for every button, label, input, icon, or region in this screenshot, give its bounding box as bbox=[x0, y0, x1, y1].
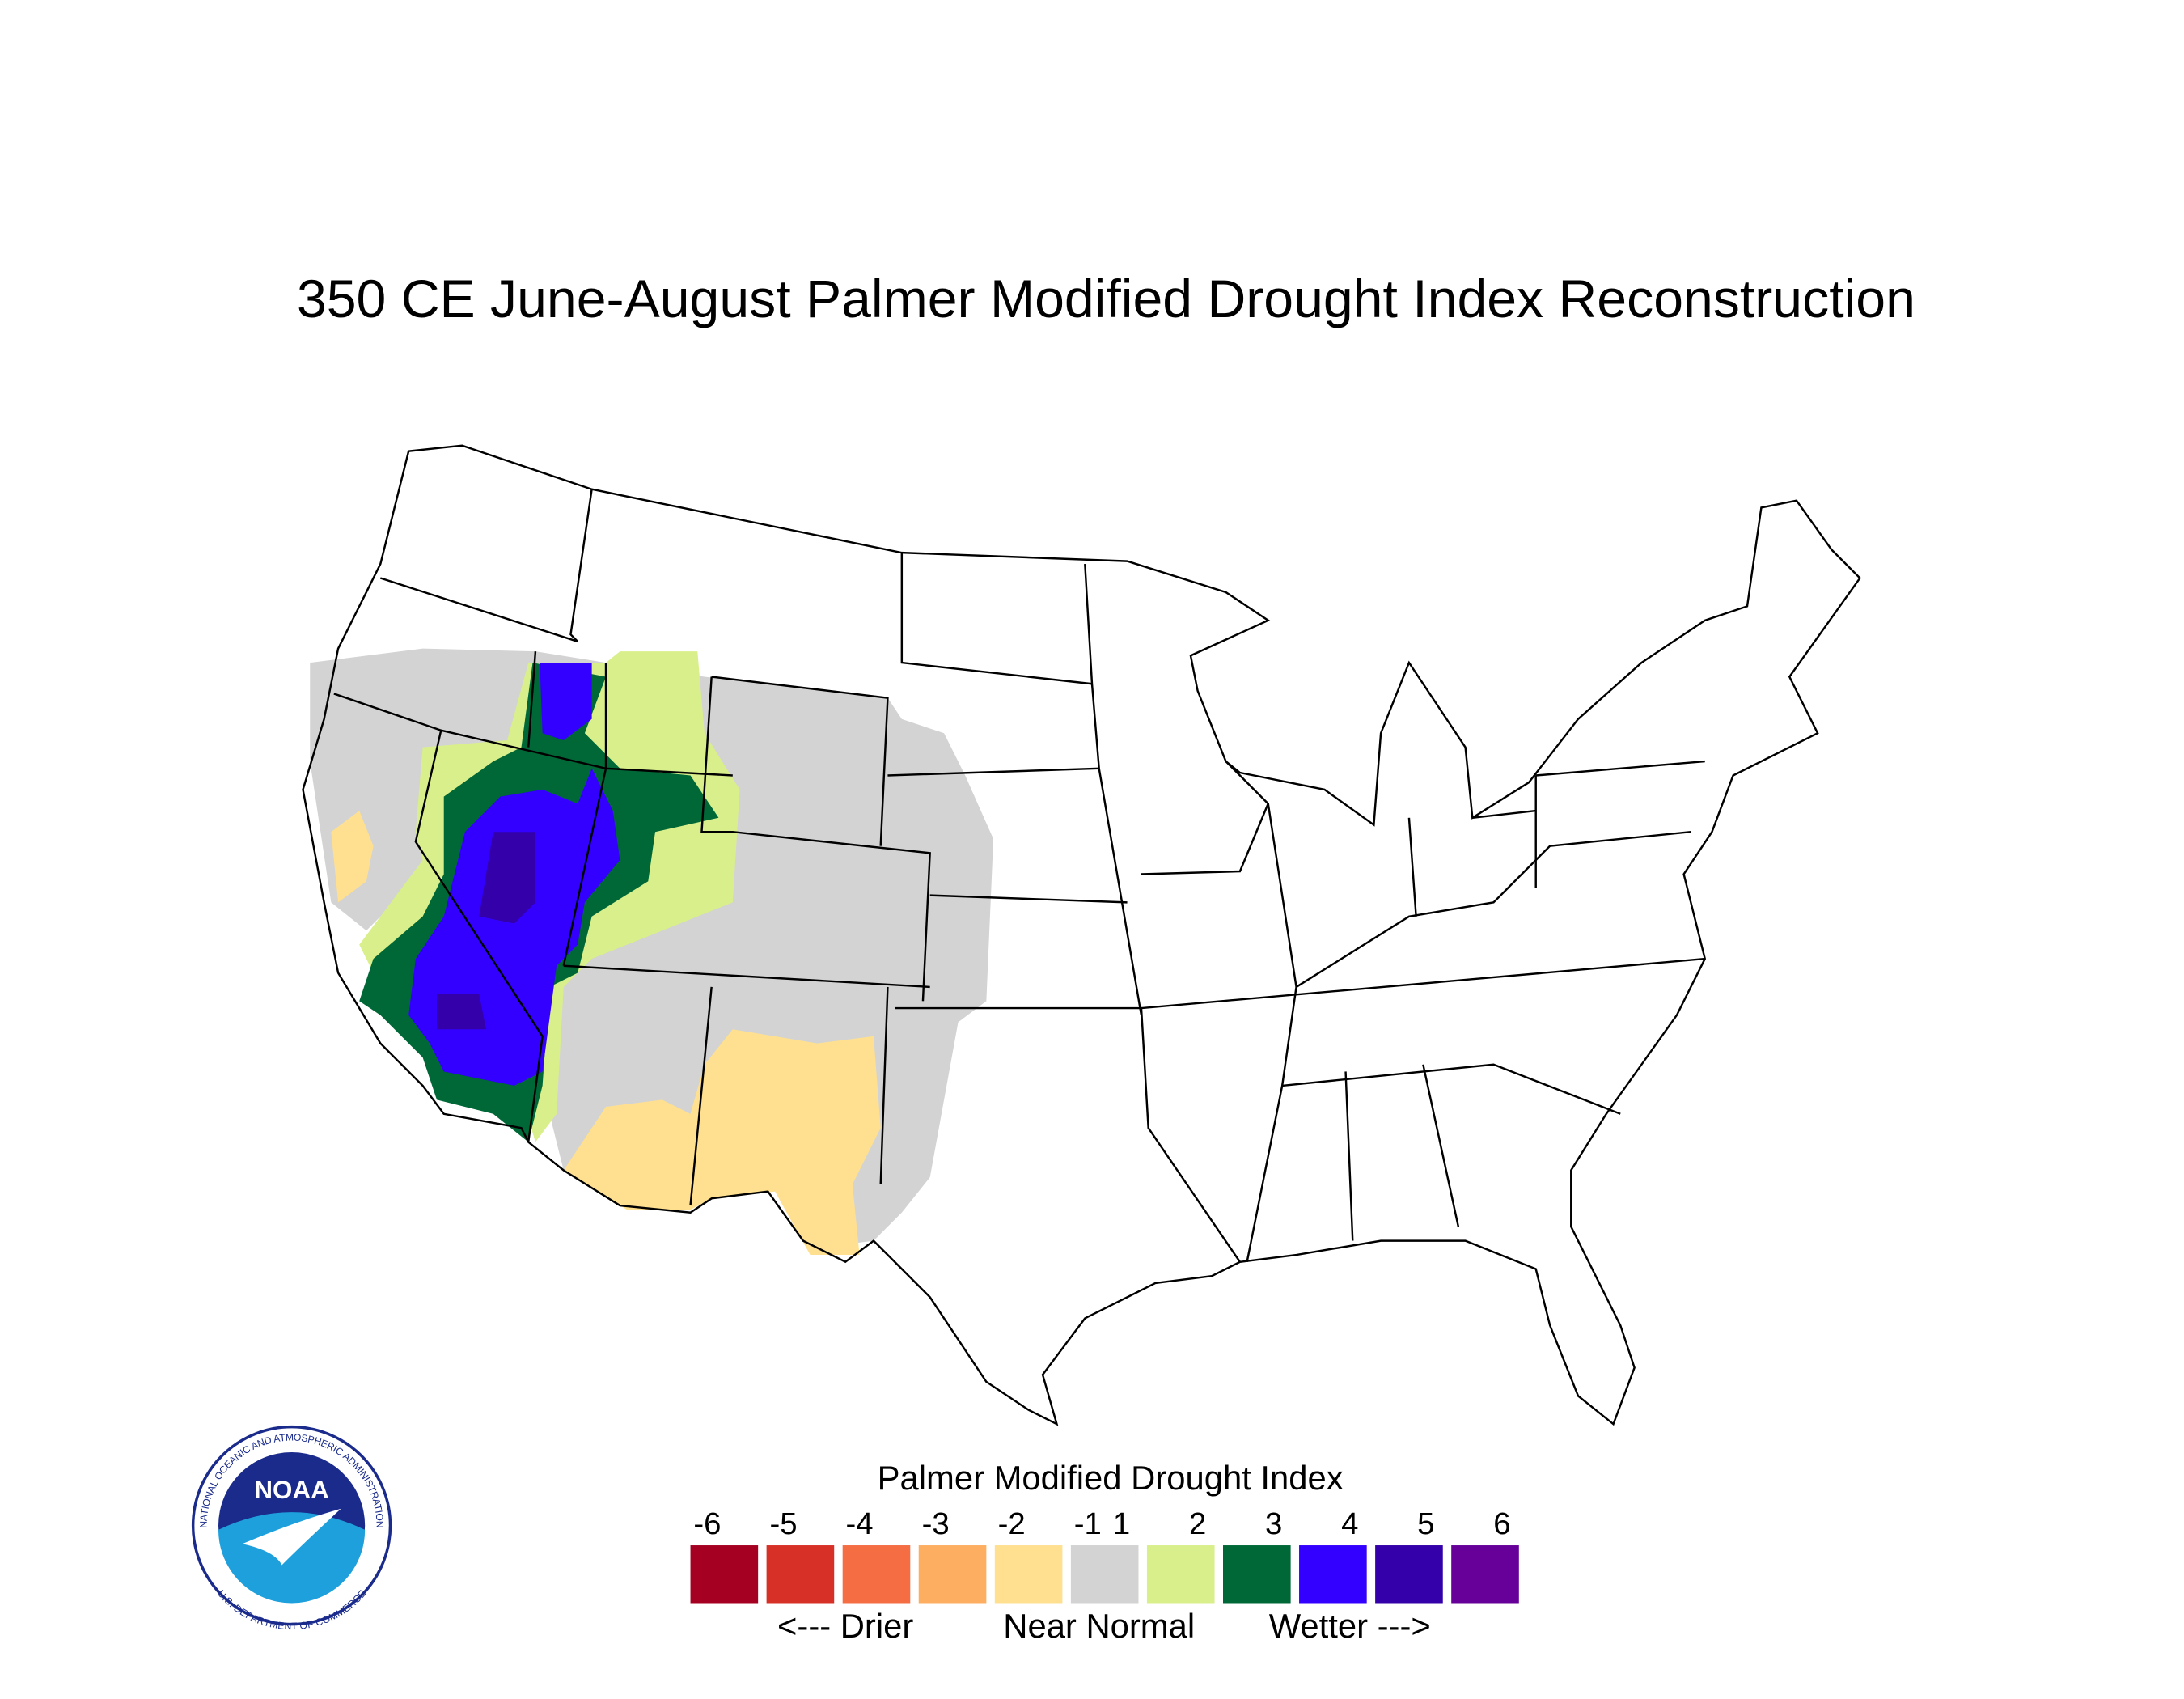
state-border bbox=[562, 768, 607, 967]
state-border bbox=[1084, 564, 1143, 1015]
legend-tick-label: 5 bbox=[1417, 1506, 1434, 1541]
logo-bird bbox=[242, 1508, 341, 1566]
state-border bbox=[527, 651, 537, 748]
index-area bbox=[437, 994, 486, 1030]
state-border bbox=[1141, 957, 1705, 1010]
state-border bbox=[887, 767, 1099, 777]
state-border bbox=[1535, 760, 1705, 777]
state-border bbox=[929, 894, 1128, 904]
legend-tick-label: 1 bbox=[1113, 1506, 1130, 1541]
legend-tick-label: -4 bbox=[846, 1506, 874, 1541]
state-border bbox=[900, 553, 1093, 685]
state-border bbox=[879, 986, 889, 1184]
state-border bbox=[1225, 761, 1297, 1262]
state-borders bbox=[302, 444, 1861, 1426]
legend-swatch bbox=[994, 1545, 1063, 1604]
legend-swatch bbox=[690, 1545, 759, 1604]
legend-swatch bbox=[918, 1545, 987, 1604]
state-border bbox=[1344, 1071, 1354, 1241]
legend-swatch bbox=[1223, 1545, 1291, 1604]
state-border bbox=[1407, 817, 1417, 917]
legend-swatch bbox=[1299, 1545, 1367, 1604]
state-border bbox=[1295, 831, 1691, 988]
index-shading bbox=[310, 648, 994, 1256]
legend-tick-label: -1 bbox=[1074, 1506, 1102, 1541]
state-border bbox=[1422, 1064, 1460, 1227]
legend-swatch bbox=[766, 1545, 835, 1604]
state-border bbox=[569, 489, 593, 642]
state-border bbox=[700, 676, 931, 1002]
legend-swatch bbox=[1451, 1545, 1519, 1604]
state-border bbox=[1141, 803, 1269, 875]
state-border bbox=[414, 730, 544, 1142]
state-border bbox=[563, 964, 930, 989]
state-border bbox=[379, 577, 578, 643]
legend-swatch bbox=[1375, 1545, 1443, 1604]
legend-tick-label: -3 bbox=[922, 1506, 950, 1541]
legend-tick-label: 6 bbox=[1493, 1506, 1510, 1541]
legend-swatch bbox=[1146, 1545, 1215, 1604]
state-border bbox=[604, 663, 733, 777]
state-border bbox=[1472, 809, 1536, 820]
legend-tick-label: 4 bbox=[1341, 1506, 1358, 1541]
state-border bbox=[895, 1006, 1241, 1263]
us-outline bbox=[302, 444, 1861, 1426]
legend: -6 -5 -4 -3 -2 -1 1 2 3 4 5 6 <--- Drier Near Normal W… bbox=[690, 1506, 1519, 1645]
legend-tick-label: 2 bbox=[1189, 1506, 1206, 1541]
legend-tick-label: 3 bbox=[1265, 1506, 1282, 1541]
legend-caption: <--- Drier bbox=[777, 1607, 913, 1645]
legend-title: Palmer Modified Drought Index bbox=[878, 1459, 1344, 1497]
logo-text: NOAA bbox=[254, 1476, 328, 1504]
legend-caption: Near Normal bbox=[1003, 1607, 1195, 1645]
legend-caption: Wetter ---> bbox=[1269, 1607, 1431, 1645]
index-area bbox=[331, 811, 374, 903]
legend-swatch bbox=[842, 1545, 911, 1604]
state-border bbox=[1282, 1063, 1621, 1115]
logo-water bbox=[218, 1512, 366, 1604]
legend-tick-label: -6 bbox=[693, 1506, 721, 1541]
state-border bbox=[689, 986, 713, 1206]
legend-tick-label: -5 bbox=[769, 1506, 797, 1541]
index-area bbox=[479, 832, 535, 924]
legend-tick-label: -2 bbox=[998, 1506, 1026, 1541]
map-title: 350 CE June-August Palmer Modified Droug… bbox=[297, 269, 1915, 329]
noaa-logo: NOAA NATIONAL OCEANIC AND ATMOSPHERIC AD… bbox=[191, 1425, 392, 1632]
state-border bbox=[711, 676, 889, 846]
index-area bbox=[540, 663, 592, 740]
index-area bbox=[563, 1029, 881, 1256]
legend-swatch bbox=[1070, 1545, 1139, 1604]
